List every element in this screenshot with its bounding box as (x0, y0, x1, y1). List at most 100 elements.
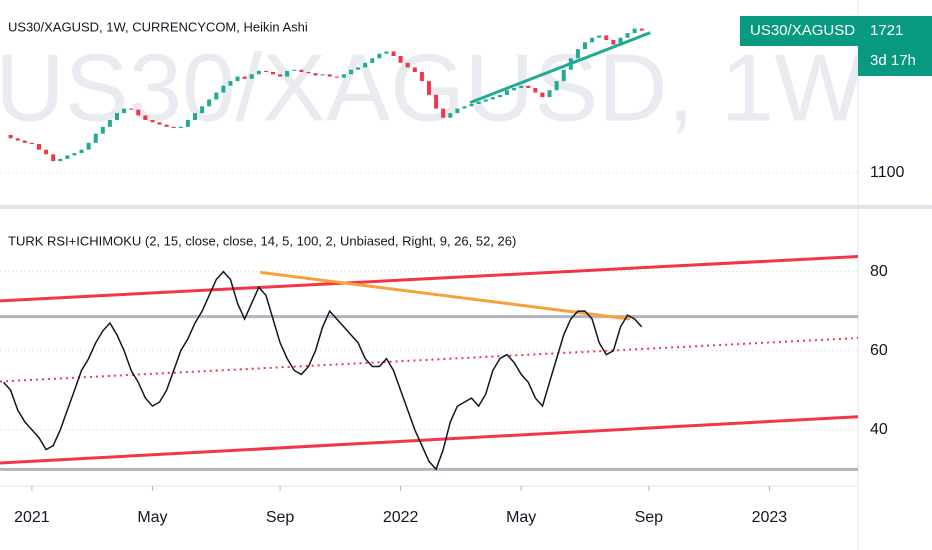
candle (597, 35, 602, 38)
candle (639, 28, 644, 31)
candle (419, 72, 424, 82)
candle (618, 37, 623, 45)
candle (171, 126, 176, 128)
candle (306, 72, 311, 74)
rsi-line (2, 270, 643, 471)
candle (625, 33, 630, 38)
candle (143, 115, 148, 120)
candle (136, 109, 141, 116)
candle (207, 99, 212, 107)
candle (448, 113, 453, 118)
candle (554, 81, 559, 91)
candle (193, 113, 197, 120)
candle (235, 76, 240, 82)
candle (256, 70, 261, 75)
candle (497, 94, 502, 98)
candle (278, 74, 283, 77)
trend-line (0, 337, 859, 383)
indicator-title: TURK RSI+ICHIMOKU (2, 15, close, close, … (8, 233, 516, 248)
candle (490, 97, 495, 100)
trend-line (469, 31, 651, 105)
y-tick-label: 1100 (870, 164, 905, 181)
candle (533, 88, 538, 93)
candle (377, 53, 382, 59)
trend-line (0, 255, 859, 303)
candle (320, 74, 325, 76)
candle (79, 149, 84, 154)
candle (547, 90, 552, 98)
symbol-box (740, 16, 858, 46)
candle (356, 67, 361, 70)
candle (384, 51, 389, 54)
candle (44, 149, 49, 155)
countdown: 3d 17h (870, 52, 916, 69)
candle (93, 133, 98, 143)
candle (334, 76, 339, 78)
y-tick-label: 40 (870, 421, 888, 438)
candle (107, 120, 112, 127)
candle (228, 81, 233, 86)
candle (469, 104, 474, 107)
candle (604, 35, 609, 40)
candle (476, 101, 481, 104)
x-tick-label: Sep (266, 509, 295, 526)
candle (221, 85, 226, 93)
candle (632, 28, 637, 34)
candle (349, 69, 353, 75)
candle (285, 70, 290, 77)
candle (178, 126, 183, 128)
x-tick-label: 2022 (383, 509, 419, 526)
symbol-label: US30/XAGUSD (750, 22, 855, 39)
candle (313, 73, 318, 76)
candle (512, 88, 517, 91)
candle (412, 67, 417, 72)
candle (8, 134, 13, 139)
candle (370, 58, 375, 63)
candle (58, 158, 63, 162)
chart-title: US30/XAGUSD, 1W, CURRENCYCOM, Heikin Ash… (8, 19, 308, 34)
candle (427, 81, 431, 95)
x-tick-label: 2023 (752, 509, 788, 526)
candle (405, 62, 410, 68)
candle (583, 42, 587, 50)
candle (214, 92, 219, 100)
trend-line (0, 415, 859, 465)
candle (242, 76, 247, 79)
candle (150, 120, 155, 123)
y-tick-label: 80 (870, 263, 888, 280)
x-tick-label: May (137, 509, 167, 526)
price-box (858, 16, 932, 76)
x-tick-label: Sep (635, 509, 664, 526)
candle (115, 113, 119, 120)
candle (22, 140, 27, 143)
last-price: 1721 (870, 22, 903, 39)
candle (441, 108, 446, 118)
candle (341, 74, 346, 78)
candle (185, 120, 190, 127)
candle (561, 69, 566, 82)
candle (455, 108, 460, 114)
candle (434, 94, 439, 109)
candle (271, 72, 275, 75)
candle (575, 49, 580, 59)
candle (122, 108, 127, 114)
candle (164, 124, 169, 127)
candle (157, 122, 162, 125)
candle (327, 74, 332, 77)
candle (65, 155, 70, 159)
candle (129, 108, 134, 110)
candle (29, 142, 34, 144)
candle (249, 74, 254, 79)
candle (505, 90, 509, 95)
x-tick-label: May (506, 509, 536, 526)
candle (86, 142, 91, 150)
candle (462, 106, 467, 109)
candle (363, 62, 368, 68)
candle (590, 37, 595, 43)
watermark: US30/XAGUSD, 1W (0, 34, 865, 141)
y-tick-label: 60 (870, 342, 888, 359)
candle (483, 99, 488, 102)
candle (299, 69, 304, 72)
candle (519, 85, 524, 88)
